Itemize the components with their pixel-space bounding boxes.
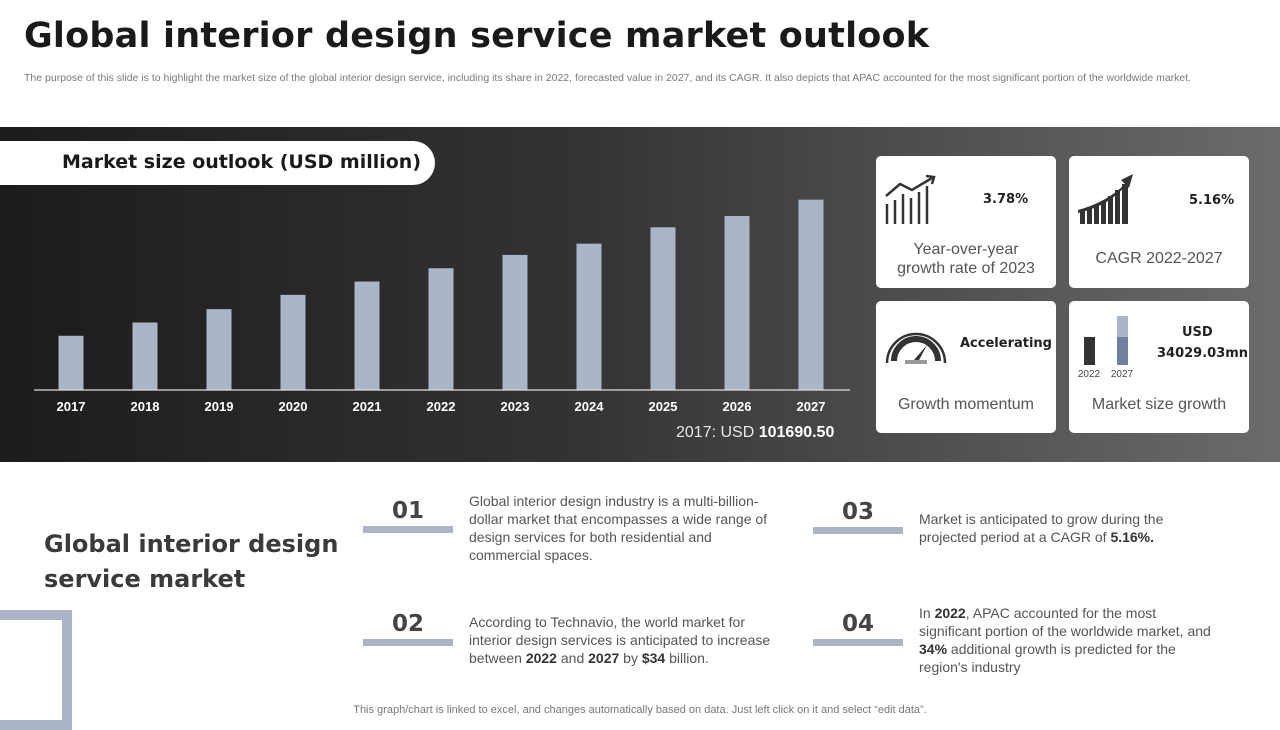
x-tick-label: 2020 — [279, 399, 308, 414]
text-bold: 34% — [919, 641, 948, 657]
cagr-value: 5.16% — [1189, 193, 1235, 208]
point-number-04: 04 — [841, 611, 874, 637]
point-number-01: 01 — [391, 498, 424, 524]
text-bold: 2022 — [525, 650, 557, 666]
momentum-label: Growth momentum — [897, 396, 1035, 413]
yoy-label-line1: Year-over-year — [913, 241, 1019, 258]
page-title: Global interior design service market ou… — [24, 16, 930, 56]
year-2027-label: 2027 — [1111, 369, 1134, 380]
text: billion. — [665, 650, 709, 666]
yoy-label: Year-over-year growth rate of 2023 — [876, 240, 1056, 278]
market-growth-label: Market size growth — [1091, 396, 1227, 413]
yoy-value: 3.78% — [983, 192, 1029, 207]
market-size-chart[interactable]: 2017 2018 2019 2020 2021 2022 2023 2024 2025 2026… — [0, 190, 860, 430]
card-cagr: 5.16% CAGR 2022-2027 — [1069, 156, 1249, 288]
point-underline — [363, 526, 453, 533]
chart-heading: Market size outlook (USD million) — [0, 141, 435, 185]
rising-bars-arrow-icon — [1078, 174, 1133, 224]
x-tick-label: 2022 — [427, 399, 456, 414]
bar-2020[interactable] — [280, 294, 306, 390]
text: Market is anticipated to grow during the… — [919, 511, 1164, 545]
bar-2025[interactable] — [650, 227, 676, 390]
page-subtitle: The purpose of this slide is to highligh… — [24, 72, 1192, 84]
point-number-03: 03 — [841, 499, 874, 525]
point-underline — [363, 639, 453, 646]
bar-2024[interactable] — [576, 243, 602, 390]
bar-2021[interactable] — [354, 281, 380, 390]
text: by — [619, 650, 642, 666]
text: additional growth is predicted for the r… — [919, 641, 1176, 675]
point-02-text: According to Technavio, the world market… — [469, 613, 779, 667]
x-tick-label: 2018 — [131, 399, 160, 414]
text-bold: $34 — [641, 650, 666, 666]
text: In — [919, 605, 935, 621]
card-market-size-growth: 2022 2027 USD 34029.03mn Market size gro… — [1069, 301, 1249, 433]
text-bold: 5.16%. — [1110, 529, 1155, 545]
point-underline — [813, 527, 903, 534]
text: According to Technavio, the world market… — [469, 614, 771, 666]
bar-2018[interactable] — [132, 322, 158, 390]
text-bold: 2027 — [588, 650, 620, 666]
mini-bar-chart-icon: 2022 2027 — [1078, 316, 1134, 380]
x-tick-label: 2021 — [353, 399, 382, 414]
momentum-value: Accelerating — [960, 336, 1052, 351]
point-underline — [813, 639, 903, 646]
x-tick-label: 2025 — [649, 399, 678, 414]
bar-2027[interactable] — [798, 199, 824, 390]
point-01-text: Global interior design industry is a mul… — [469, 493, 768, 563]
bar-2022[interactable] — [428, 268, 454, 390]
text: and — [556, 650, 589, 666]
growth-chart-icon — [885, 174, 936, 224]
bar-2017[interactable] — [58, 335, 84, 390]
point-number-02: 02 — [391, 611, 424, 637]
footer-note: This graph/chart is linked to excel, and… — [353, 704, 927, 716]
section-heading: Global interior design service market — [44, 530, 339, 593]
card-yoy-growth: 3.78% Year-over-year growth rate of 2023 — [876, 156, 1056, 288]
x-tick-label: 2017 — [57, 399, 86, 414]
card-growth-momentum: Accelerating Growth momentum — [876, 301, 1056, 433]
point-04-text: In 2022, APAC accounted for the most sig… — [919, 604, 1219, 676]
bar-2023[interactable] — [502, 254, 528, 390]
x-tick-label: 2024 — [575, 399, 605, 414]
yoy-label-line2: growth rate of 2023 — [897, 260, 1035, 277]
x-tick-label: 2023 — [501, 399, 530, 414]
text-bold: 2022 — [934, 605, 966, 621]
chart-note-value: 101690.50 — [758, 424, 835, 441]
cagr-label: CAGR 2022-2027 — [1095, 250, 1223, 267]
text: , APAC accounted for the most significan… — [919, 605, 1211, 639]
chart-note-prefix: 2017: USD — [676, 424, 759, 441]
chart-note: 2017: USD 101690.50 — [676, 424, 834, 442]
year-2022-label: 2022 — [1078, 369, 1101, 380]
x-tick-label: 2019 — [205, 399, 234, 414]
speedometer-icon — [885, 332, 947, 364]
point-03-text: Market is anticipated to grow during the… — [919, 510, 1189, 546]
x-tick-label: 2026 — [723, 399, 752, 414]
bar-2026[interactable] — [724, 216, 750, 390]
bar-2019[interactable] — [206, 309, 232, 390]
x-tick-label: 2027 — [797, 399, 826, 414]
market-growth-value: 34029.03mn — [1157, 346, 1249, 361]
market-growth-currency: USD — [1182, 325, 1213, 340]
